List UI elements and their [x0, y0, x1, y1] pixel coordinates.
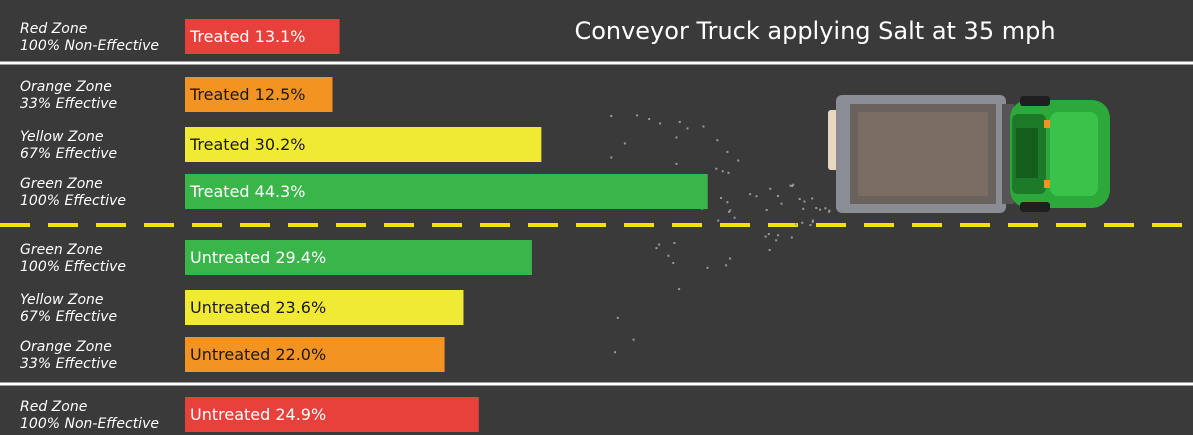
salt-grain [809, 224, 811, 226]
salt-grain [803, 201, 805, 203]
salt-grain [801, 222, 803, 224]
salt-grain [706, 267, 708, 269]
value-label: Untreated 23.6% [190, 298, 326, 317]
salt-grain [812, 221, 814, 223]
salt-grain [673, 242, 675, 244]
chart: Conveyor Truck applying Salt at 35 mph R… [0, 0, 1193, 435]
salt-grain [725, 264, 727, 266]
chart-title: Conveyor Truck applying Salt at 35 mph [574, 17, 1055, 45]
value-label: Treated 44.3% [189, 182, 305, 201]
salt-grain [659, 122, 661, 124]
salt-grain [717, 220, 719, 222]
salt-grain [716, 139, 718, 141]
salt-grain [791, 236, 793, 238]
salt-grain [811, 197, 813, 199]
salt-grain [678, 288, 680, 290]
salt-grain [789, 185, 791, 187]
salt-grain [769, 249, 771, 251]
salt-grain [636, 114, 638, 116]
salt-grain [777, 195, 779, 197]
zone-name: Green Zone [20, 176, 103, 192]
zone-name: Yellow Zone [20, 292, 104, 308]
salt-grain [675, 163, 677, 165]
zone-name: Green Zone [20, 242, 103, 258]
salt-grain [727, 172, 729, 174]
salt-grain [737, 160, 739, 162]
salt-grain [658, 244, 660, 246]
salt-grain [792, 184, 794, 186]
salt-grain [749, 193, 751, 195]
salt-grain [768, 233, 770, 235]
zone-effectiveness: 100% Effective [20, 193, 126, 209]
salt-grain [702, 126, 704, 128]
zone-effectiveness: 100% Effective [20, 259, 126, 275]
salt-grain [686, 127, 688, 129]
value-label: Untreated 29.4% [190, 248, 326, 267]
salt-grain [815, 207, 817, 209]
salt-grain [828, 211, 830, 213]
zone-effectiveness: 100% Non-Effective [20, 416, 159, 432]
salt-grain [655, 247, 657, 249]
salt-grain [675, 136, 677, 138]
salt-grain [617, 317, 619, 319]
value-label: Treated 13.1% [189, 27, 305, 46]
salt-grain [781, 203, 783, 205]
salt-grain [756, 195, 758, 197]
zone-effectiveness: 100% Non-Effective [20, 38, 159, 54]
salt-grain [769, 188, 771, 190]
zone-name: Red Zone [20, 21, 87, 37]
page: {"chart_data": {"type": "bar", "orientat… [0, 0, 1193, 435]
salt-grain [726, 151, 728, 153]
road [0, 0, 1193, 435]
salt-grain [734, 217, 736, 219]
salt-grain [824, 207, 826, 209]
salt-grain [802, 208, 804, 210]
salt-grain [624, 142, 626, 144]
salt-grain [722, 170, 724, 172]
value-label: Treated 30.2% [189, 135, 305, 154]
zone-name: Orange Zone [20, 339, 112, 355]
salt-grain [648, 118, 650, 120]
zone-effectiveness: 33% Effective [20, 356, 117, 372]
salt-grain [715, 168, 717, 170]
salt-grain [795, 223, 797, 225]
zone-name: Red Zone [20, 399, 87, 415]
salt-grain [610, 156, 612, 158]
zone-effectiveness: 67% Effective [20, 309, 117, 325]
zone-name: Yellow Zone [20, 129, 104, 145]
value-label: Treated 12.5% [189, 85, 305, 104]
value-label: Untreated 24.9% [190, 405, 326, 424]
salt-grain [799, 198, 801, 200]
salt-grain [819, 209, 821, 211]
salt-grain [633, 339, 635, 341]
salt-grain [679, 121, 681, 123]
zone-name: Orange Zone [20, 79, 112, 95]
salt-grain [766, 209, 768, 211]
truck [828, 95, 1110, 213]
salt-grain [610, 115, 612, 117]
zone-effectiveness: 67% Effective [20, 146, 117, 162]
salt-grain [726, 201, 728, 203]
salt-grain [667, 255, 669, 257]
salt-grain [775, 239, 777, 241]
salt-grain [672, 262, 674, 264]
salt-grain [614, 351, 616, 353]
salt-grain [729, 209, 731, 211]
value-label: Untreated 22.0% [190, 345, 326, 364]
zone-effectiveness: 33% Effective [20, 96, 117, 112]
salt-grain [729, 258, 731, 260]
salt-grain [777, 234, 779, 236]
salt-grain [720, 197, 722, 199]
salt-grain [765, 236, 767, 238]
